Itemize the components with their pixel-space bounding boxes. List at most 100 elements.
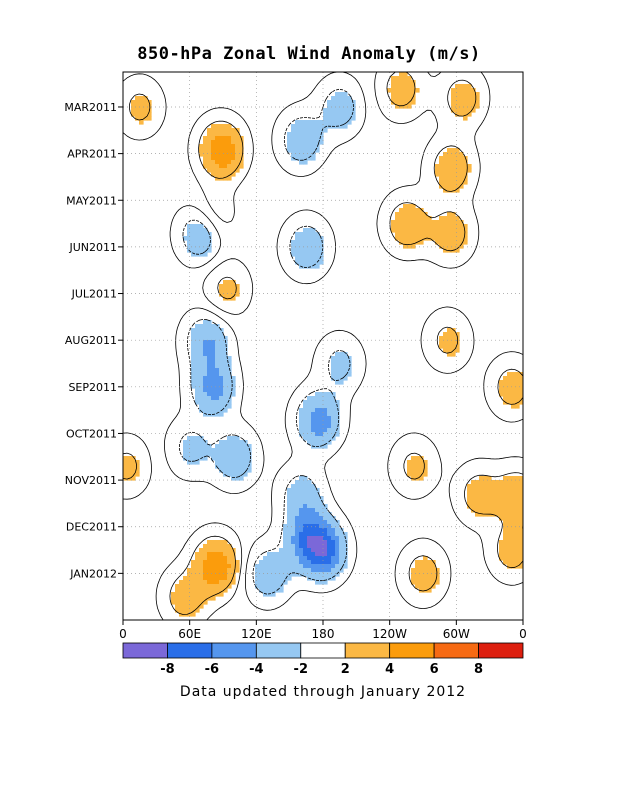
- field-cell: [499, 480, 504, 485]
- field-cell: [511, 540, 516, 545]
- field-cell: [223, 544, 228, 549]
- field-cell: [487, 500, 492, 505]
- field-cell: [399, 212, 404, 217]
- field-cell: [195, 576, 200, 581]
- field-cell: [135, 460, 140, 465]
- field-cell: [303, 516, 308, 521]
- field-cell: [263, 572, 268, 577]
- field-cell: [263, 576, 268, 581]
- field-cell: [211, 168, 216, 173]
- field-cell: [327, 576, 332, 581]
- field-cell: [519, 552, 523, 557]
- field-cell: [195, 364, 200, 369]
- field-cell: [303, 260, 308, 265]
- field-cell: [463, 160, 468, 165]
- field-cell: [227, 356, 232, 361]
- field-cell: [303, 560, 308, 565]
- field-cell: [515, 556, 520, 561]
- field-cell: [407, 220, 412, 225]
- field-cell: [323, 572, 328, 577]
- field-cell: [339, 372, 344, 377]
- field-cell: [247, 464, 252, 469]
- field-cell: [299, 496, 304, 501]
- field-cell: [315, 248, 320, 253]
- field-cell: [187, 224, 192, 229]
- field-cell: [219, 136, 224, 141]
- field-cell: [219, 284, 224, 289]
- field-cell: [459, 184, 464, 189]
- field-cell: [199, 324, 204, 329]
- field-cell: [411, 456, 416, 461]
- field-cell: [443, 240, 448, 245]
- field-cell: [455, 236, 460, 241]
- field-cell: [503, 516, 508, 521]
- field-cell: [191, 456, 196, 461]
- field-cell: [411, 464, 416, 469]
- field-cell: [267, 560, 272, 565]
- field-cell: [183, 576, 188, 581]
- field-cell: [323, 416, 328, 421]
- field-cell: [263, 584, 268, 589]
- field-cell: [463, 88, 468, 93]
- field-cell: [419, 224, 424, 229]
- field-cell: [463, 108, 468, 113]
- field-cell: [235, 144, 240, 149]
- field-cell: [427, 576, 432, 581]
- field-cell: [227, 292, 232, 297]
- field-cell: [447, 212, 452, 217]
- field-cell: [507, 564, 512, 569]
- field-cell: [483, 476, 488, 481]
- field-cell: [211, 376, 216, 381]
- field-cell: [315, 140, 320, 145]
- field-cell: [315, 492, 320, 497]
- field-cell: [451, 184, 456, 189]
- field-cell: [223, 460, 228, 465]
- field-cell: [447, 216, 452, 221]
- field-cell: [199, 588, 204, 593]
- field-cell: [451, 340, 456, 345]
- field-cell: [459, 232, 464, 237]
- field-cell: [463, 96, 468, 101]
- field-cell: [303, 240, 308, 245]
- field-cell: [507, 528, 512, 533]
- field-cell: [327, 540, 332, 545]
- field-cell: [335, 540, 340, 545]
- field-cell: [211, 544, 216, 549]
- field-cell: [199, 396, 204, 401]
- field-cell: [483, 508, 488, 513]
- field-cell: [315, 572, 320, 577]
- field-cell: [467, 104, 472, 109]
- field-cell: [203, 144, 208, 149]
- field-cell: [495, 504, 500, 509]
- field-cell: [215, 332, 220, 337]
- field-cell: [311, 128, 316, 133]
- field-cell: [419, 584, 424, 589]
- field-cell: [343, 564, 348, 569]
- field-cell: [319, 140, 324, 145]
- field-cell: [471, 104, 476, 109]
- field-cell: [227, 464, 232, 469]
- field-cell: [459, 220, 464, 225]
- field-cell: [347, 96, 352, 101]
- field-cell: [499, 380, 504, 385]
- field-cell: [319, 420, 324, 425]
- field-cell: [223, 152, 228, 157]
- field-cell: [339, 532, 344, 537]
- field-cell: [327, 120, 332, 125]
- field-cell: [343, 560, 348, 565]
- field-cell: [287, 564, 292, 569]
- field-cell: [271, 552, 276, 557]
- field-cell: [215, 368, 220, 373]
- field-cell: [307, 132, 312, 137]
- field-cell: [215, 324, 220, 329]
- field-cell: [215, 412, 220, 417]
- field-cell: [199, 444, 204, 449]
- field-cell: [471, 488, 476, 493]
- field-cell: [463, 100, 468, 105]
- field-cell: [407, 460, 412, 465]
- field-cell: [239, 464, 244, 469]
- field-cell: [203, 236, 208, 241]
- field-cell: [339, 356, 344, 361]
- field-cell: [195, 360, 200, 365]
- field-cell: [427, 232, 432, 237]
